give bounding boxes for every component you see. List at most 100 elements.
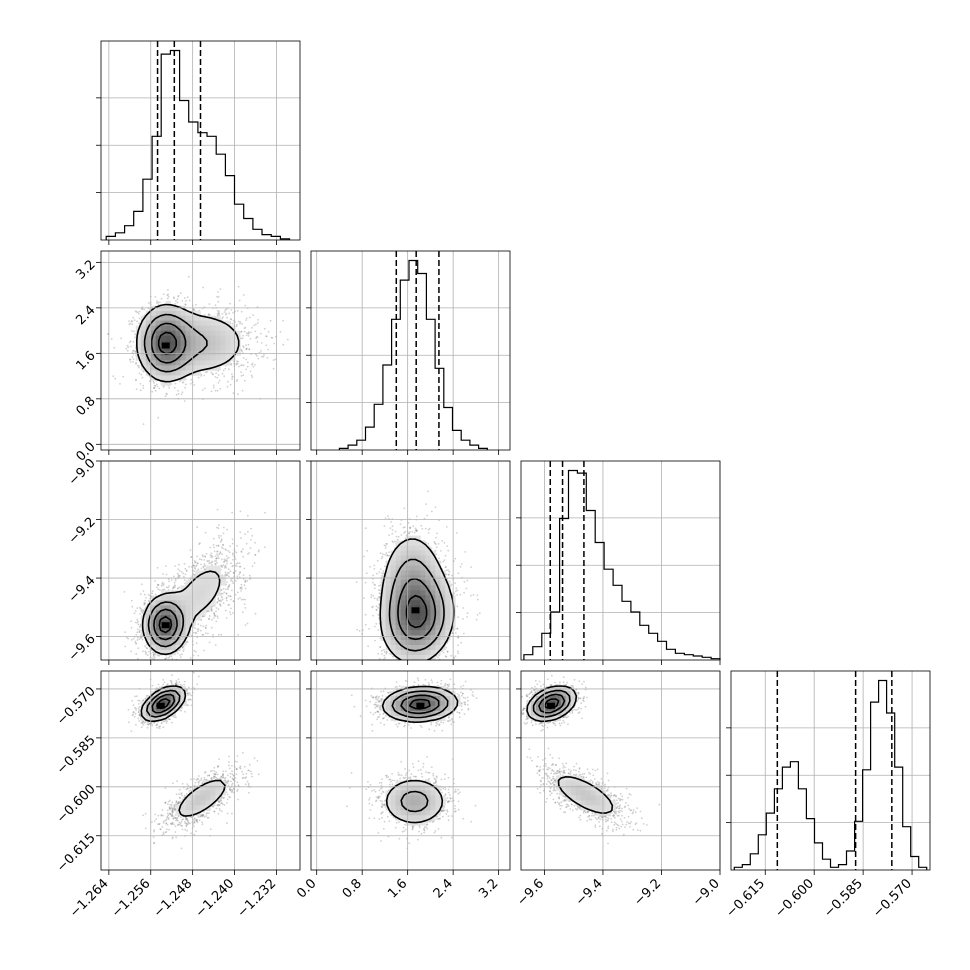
sample-point xyxy=(167,295,170,298)
sample-point xyxy=(147,302,150,304)
density-cell xyxy=(140,345,147,351)
sample-point xyxy=(138,310,141,313)
sample-point xyxy=(196,526,199,529)
sample-point xyxy=(132,349,135,352)
sample-point xyxy=(204,531,207,534)
sample-point xyxy=(273,342,276,345)
sample-point xyxy=(144,650,147,653)
sample-point xyxy=(203,615,206,618)
sample-point xyxy=(241,337,244,340)
sample-point xyxy=(208,617,211,620)
density-cell xyxy=(220,340,226,346)
sample-point xyxy=(228,368,230,371)
sample-point xyxy=(251,326,253,329)
sample-point xyxy=(155,383,158,386)
sample-point xyxy=(152,387,155,389)
sample-point xyxy=(227,585,230,588)
sample-point xyxy=(193,384,196,386)
sample-point xyxy=(152,651,154,654)
sample-point xyxy=(242,345,245,348)
sample-point xyxy=(131,323,134,325)
sample-point xyxy=(211,605,213,608)
sample-point xyxy=(113,346,116,349)
density-cell xyxy=(165,380,171,386)
density-cell xyxy=(205,335,211,341)
sample-point xyxy=(137,311,139,314)
density-cell xyxy=(160,370,166,376)
sample-point xyxy=(173,297,176,300)
density-cell xyxy=(200,345,206,351)
sample-point xyxy=(167,289,169,291)
density-cell xyxy=(180,310,186,316)
sample-point xyxy=(230,318,233,321)
sample-point xyxy=(142,370,145,373)
sample-point xyxy=(221,553,224,556)
sample-point xyxy=(185,383,187,386)
density-cell xyxy=(200,330,206,336)
sample-point xyxy=(138,631,141,634)
density-cell xyxy=(180,345,186,351)
sample-point xyxy=(249,370,252,373)
sample-point xyxy=(214,615,217,617)
density-cell xyxy=(170,360,176,366)
sample-point xyxy=(135,361,138,364)
density-cell xyxy=(205,345,211,351)
sample-point xyxy=(168,387,171,389)
density-cell xyxy=(150,370,157,376)
sample-point xyxy=(154,653,157,656)
density-cell xyxy=(170,375,176,381)
density-cell xyxy=(165,365,171,371)
sample-point xyxy=(211,373,214,376)
sample-point xyxy=(217,296,220,298)
peak-marker-1-0 xyxy=(161,342,170,349)
sample-point xyxy=(237,633,240,636)
sample-point xyxy=(160,297,163,300)
sample-point xyxy=(162,293,165,295)
sample-point xyxy=(183,297,186,299)
density-cell xyxy=(230,355,236,361)
sample-point xyxy=(232,552,235,555)
density-cell xyxy=(180,355,186,361)
sample-point xyxy=(137,647,140,650)
sample-point xyxy=(146,654,149,657)
sample-point xyxy=(216,389,219,392)
sample-point xyxy=(228,551,231,554)
sample-point xyxy=(190,556,193,558)
sample-point xyxy=(217,291,219,293)
sample-point xyxy=(225,597,228,600)
sample-point xyxy=(221,372,224,375)
density-cell xyxy=(150,320,157,326)
sample-point xyxy=(237,285,240,288)
sample-point xyxy=(134,333,137,336)
sample-point xyxy=(158,654,161,657)
sample-point xyxy=(151,592,154,595)
sample-point xyxy=(192,654,195,657)
sample-point xyxy=(225,559,228,562)
density-cell xyxy=(165,375,171,381)
histogram-0 xyxy=(105,49,291,240)
sample-point xyxy=(242,611,244,614)
sample-point xyxy=(224,367,227,370)
density-cell xyxy=(150,345,157,351)
density-cell xyxy=(165,305,171,311)
sample-point xyxy=(235,325,238,328)
sample-point xyxy=(152,380,155,383)
sample-point xyxy=(157,416,160,419)
density-cell xyxy=(210,355,216,361)
density-cell xyxy=(190,360,196,366)
density-cell xyxy=(170,330,176,336)
sample-point xyxy=(183,648,185,651)
sample-point xyxy=(154,296,157,298)
sample-point xyxy=(190,382,192,385)
sample-point xyxy=(130,320,133,323)
sample-point xyxy=(144,599,147,602)
density-cell xyxy=(195,345,201,351)
sample-point xyxy=(250,331,253,334)
histogram-2 xyxy=(523,469,721,660)
density-cell xyxy=(220,330,226,336)
density-cell xyxy=(170,305,176,311)
sample-point xyxy=(168,656,171,658)
sample-point xyxy=(212,633,215,636)
density-cell xyxy=(155,305,161,311)
